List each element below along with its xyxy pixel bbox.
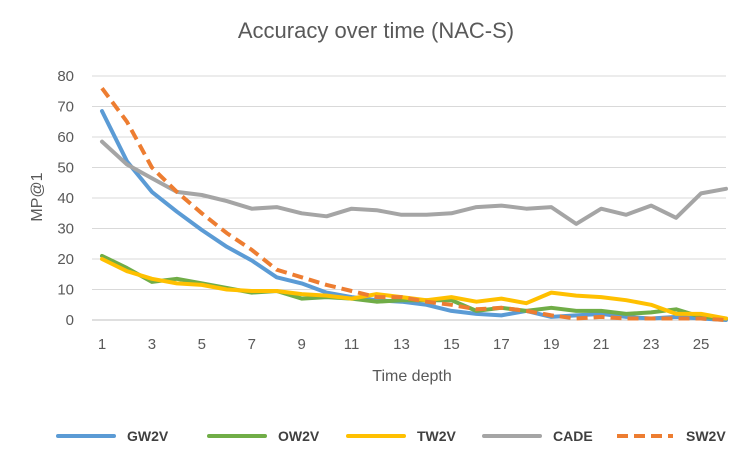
x-tick-label: 3 (148, 336, 156, 353)
x-axis-label: Time depth (372, 368, 451, 385)
series-line-ow2v (100, 253, 728, 321)
y-tick-label: 80 (57, 68, 74, 85)
y-axis-label: MP@1 (29, 172, 46, 221)
x-tick-label: 21 (593, 336, 610, 353)
chart-title: Accuracy over time (NAC-S) (238, 18, 514, 43)
y-tick-label: 10 (57, 282, 74, 299)
series-lines (100, 87, 728, 322)
y-tick-label: 0 (66, 312, 74, 329)
y-tick-label: 20 (57, 251, 74, 268)
series-line-cade (100, 139, 728, 226)
legend-label-cade: CADE (553, 428, 593, 444)
legend-label-ow2v: OW2V (278, 428, 320, 444)
y-axis-ticks: 0 10 20 30 40 50 60 70 80 (57, 68, 74, 329)
series-line-tw2v (100, 257, 728, 321)
legend: GW2V OW2V TW2V CADE SW2V (56, 428, 726, 444)
y-tick-label: 50 (57, 160, 74, 177)
x-tick-label: 15 (443, 336, 460, 353)
series-line-sw2v (100, 87, 727, 322)
series-line-gw2v (100, 109, 728, 322)
x-tick-label: 11 (344, 336, 360, 353)
x-tick-label: 7 (248, 336, 256, 353)
y-tick-label: 40 (57, 190, 74, 207)
x-tick-label: 13 (393, 336, 410, 353)
x-axis-ticks: 1 3 5 7 9 11 13 15 17 19 21 23 25 (98, 336, 710, 353)
legend-label-tw2v: TW2V (417, 428, 457, 444)
x-tick-label: 5 (198, 336, 206, 353)
legend-label-gw2v: GW2V (127, 428, 169, 444)
x-tick-label: 17 (493, 336, 510, 353)
y-tick-label: 30 (57, 221, 74, 238)
legend-label-sw2v: SW2V (686, 428, 726, 444)
x-tick-label: 19 (543, 336, 560, 353)
x-tick-label: 9 (298, 336, 306, 353)
y-tick-label: 70 (57, 99, 74, 116)
x-tick-label: 1 (98, 336, 106, 353)
y-tick-label: 60 (57, 129, 74, 146)
x-tick-label: 25 (693, 336, 710, 353)
x-tick-label: 23 (643, 336, 660, 353)
